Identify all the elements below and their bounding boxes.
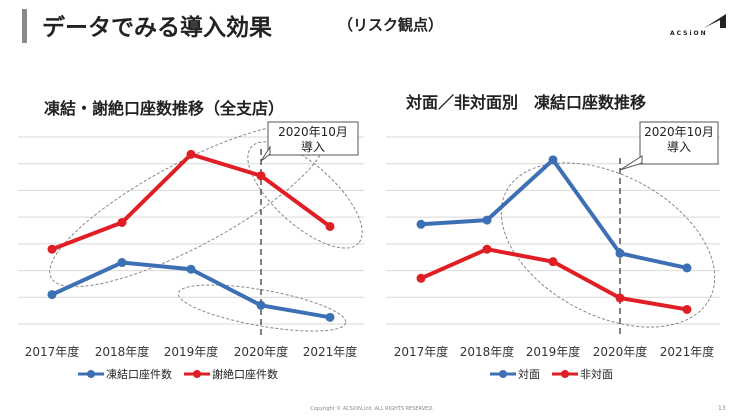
- annotation-box: [267, 121, 359, 156]
- highlight-ellipse: [177, 284, 347, 332]
- annotation-pointer: [260, 145, 271, 162]
- x-tick-label: 2018年度: [95, 344, 150, 359]
- chart-left: 凍結・謝絶口座数推移（全支店） 2017年度 2018年度 2019年度 2020年度 2…: [18, 99, 364, 381]
- data-point: [548, 257, 558, 267]
- data-point: [47, 290, 57, 300]
- data-point: [186, 264, 196, 274]
- data-point: [615, 248, 625, 258]
- data-point: [416, 273, 426, 283]
- annotation-text: 2020年10月: [644, 125, 714, 139]
- page-title: データでみる導入効果: [42, 15, 272, 41]
- x-tick-label: 2017年度: [25, 344, 80, 359]
- data-point: [615, 293, 625, 303]
- annotation-text: 導入: [301, 140, 325, 154]
- annotation-pointer: [619, 155, 643, 171]
- data-point: [117, 217, 127, 227]
- legend-marker: [193, 370, 201, 378]
- x-tick-label: 2020年度: [593, 344, 648, 359]
- chart-title: 凍結・謝絶口座数推移（全支店）: [44, 99, 284, 118]
- legend-marker: [87, 370, 95, 378]
- data-point: [548, 155, 558, 165]
- annotation-text: 導入: [667, 140, 691, 154]
- footer-copyright: Copyright © ACSiON,Ltd. ALL RIGHTS RESER…: [310, 406, 434, 412]
- data-point: [482, 215, 492, 225]
- data-point: [117, 258, 127, 268]
- x-tick-label: 2021年度: [303, 344, 358, 359]
- data-point: [256, 300, 266, 310]
- x-tick-label: 2021年度: [660, 344, 715, 359]
- data-point: [47, 244, 57, 254]
- legend-label: 凍結口座件数: [106, 367, 172, 381]
- header-accent-bar: [22, 9, 27, 43]
- legend-label: 謝絶口座件数: [212, 367, 278, 381]
- page-number: 13: [718, 405, 726, 412]
- data-point: [682, 263, 692, 273]
- data-point: [256, 171, 266, 181]
- x-tick-label: 2018年度: [460, 344, 515, 359]
- annotation-text: 2020年10月: [278, 125, 348, 139]
- legend-label: 対面: [518, 367, 540, 381]
- x-tick-label: 2019年度: [164, 344, 219, 359]
- logo-text: ACSiON: [670, 30, 708, 37]
- legend-marker: [499, 370, 507, 378]
- annotation-box: [639, 121, 719, 165]
- chart-right: 対面／非対面別 凍結口座数推移 2017年度 2018年度 2019年度 2020年度 2…: [386, 93, 720, 381]
- series-line: [420, 157, 688, 270]
- acsion-logo: [704, 14, 726, 28]
- page-subtitle: （リスク観点）: [338, 16, 444, 34]
- x-tick-label: 2019年度: [526, 344, 581, 359]
- data-point: [325, 221, 335, 231]
- data-point: [186, 149, 196, 159]
- x-tick-label: 2017年度: [394, 344, 449, 359]
- legend-marker: [561, 370, 569, 378]
- data-point: [416, 219, 426, 229]
- data-point: [325, 312, 335, 322]
- data-point: [682, 304, 692, 314]
- legend-label: 非対面: [580, 367, 613, 381]
- chart-title: 対面／非対面別 凍結口座数推移: [405, 93, 646, 112]
- x-tick-label: 2020年度: [234, 344, 289, 359]
- data-point: [482, 244, 492, 254]
